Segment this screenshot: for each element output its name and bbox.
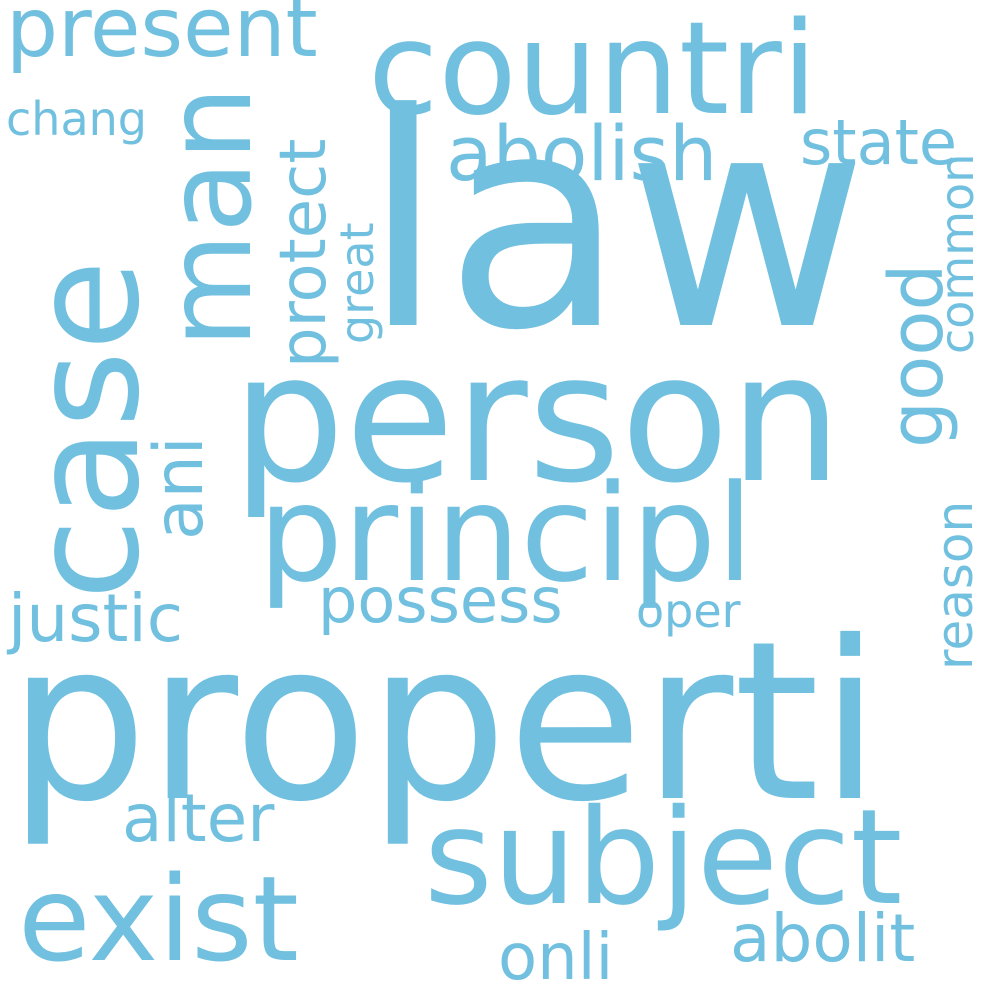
word-present: present [6, 0, 318, 76]
word-common: common [930, 153, 984, 354]
word-exist: exist [18, 850, 299, 988]
word-man: man [140, 85, 278, 348]
word-properti: properti [8, 594, 881, 850]
word-state: state [800, 106, 958, 179]
word-person: person [232, 315, 843, 522]
word-principl: principl [258, 456, 754, 612]
word-protect: protect [267, 138, 341, 368]
word-chang: chang [6, 92, 147, 146]
word-law: law [362, 50, 868, 395]
word-great: great [330, 222, 384, 344]
word-ani: ani [140, 436, 219, 540]
word-justic: justic [8, 580, 184, 657]
word-abolish: abolish [446, 109, 718, 198]
word-subject: subject [424, 781, 903, 935]
word-possess: possess [318, 564, 563, 637]
word-abolit: abolit [730, 900, 916, 977]
word-oper: oper [636, 584, 741, 638]
word-onli: onli [498, 921, 614, 995]
word-alter: alter [122, 780, 275, 857]
word-reason: reason [926, 500, 984, 670]
word-countri: countri [368, 0, 818, 144]
word-case: case [0, 259, 172, 600]
